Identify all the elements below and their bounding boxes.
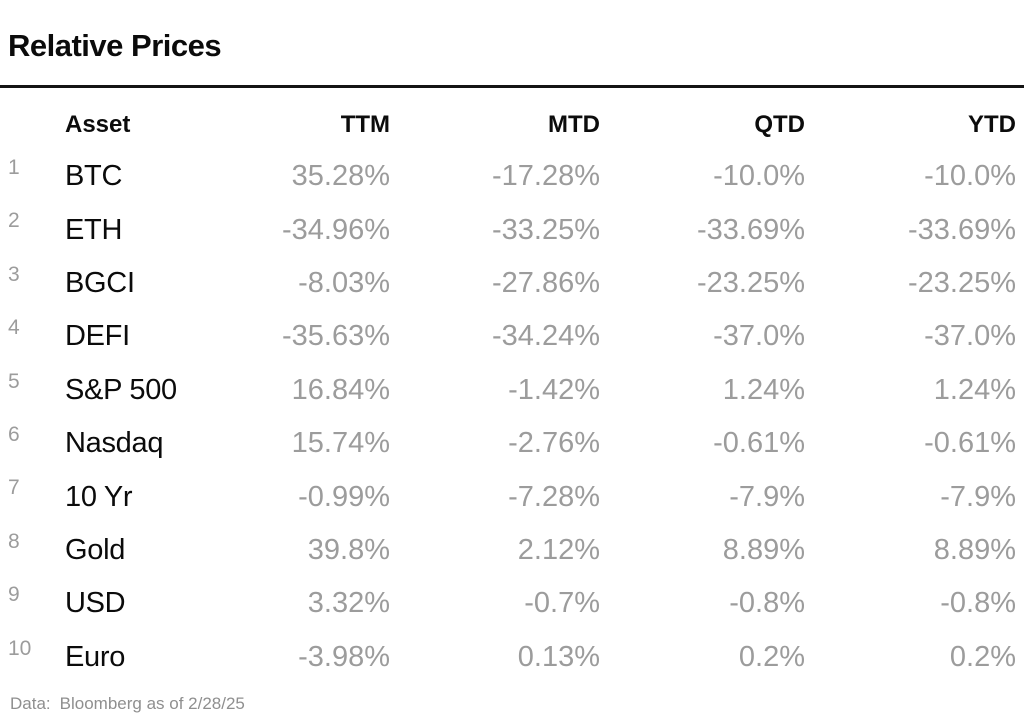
- asset-name: DEFI: [65, 320, 130, 353]
- ytd-value: 8.89%: [933, 533, 1016, 566]
- qtd-value: -7.9%: [729, 480, 805, 513]
- title-divider: [0, 85, 1024, 88]
- table-row: 4 DEFI -35.63% -34.24% -37.0% -37.0%: [8, 310, 1016, 363]
- ytd-value: -37.0%: [924, 320, 1016, 353]
- asset-name: Euro: [65, 640, 126, 673]
- ttm-value: -34.96%: [281, 213, 390, 246]
- ttm-value: 3.32%: [307, 587, 390, 620]
- mtd-value: -2.76%: [508, 427, 600, 460]
- asset-name: BTC: [65, 160, 123, 193]
- mtd-value: -0.7%: [524, 587, 600, 620]
- row-number: 9: [8, 583, 20, 607]
- asset-name: 10 Yr: [65, 480, 133, 513]
- ytd-value: 1.24%: [933, 373, 1016, 406]
- qtd-value: 1.24%: [722, 373, 805, 406]
- qtd-value: -33.69%: [696, 213, 805, 246]
- row-number: 1: [8, 156, 20, 179]
- table-row: 5 S&P 500 16.84% -1.42% 1.24% 1.24%: [8, 364, 1016, 417]
- table-row: 1 BTC 35.28% -17.28% -10.0% -10.0%: [8, 150, 1016, 203]
- mtd-value: -1.42%: [508, 373, 600, 406]
- ytd-value: -10.0%: [924, 160, 1016, 193]
- mtd-value: -7.28%: [508, 480, 600, 513]
- mtd-value: 2.12%: [517, 533, 600, 566]
- footer-note: Data: Bloomberg as of 2/28/25: [10, 694, 1024, 714]
- asset-name: Nasdaq: [65, 427, 164, 460]
- column-header-ttm: TTM: [340, 111, 390, 138]
- table-row: 3 BGCI -8.03% -27.86% -23.25% -23.25%: [8, 257, 1016, 310]
- data-source-text: Bloomberg as of 2/28/25: [59, 693, 245, 713]
- data-source-label: Data:: [10, 693, 51, 713]
- row-number: 5: [8, 369, 20, 393]
- ytd-value: -0.8%: [940, 587, 1016, 620]
- qtd-value: 0.2%: [738, 640, 805, 673]
- qtd-value: -0.61%: [713, 427, 805, 460]
- asset-name: ETH: [65, 213, 123, 246]
- qtd-value: -37.0%: [713, 320, 805, 353]
- asset-name: Gold: [65, 533, 126, 566]
- table-header-row: Asset TTM MTD QTD YTD: [8, 88, 1016, 150]
- column-header-ytd: YTD: [968, 111, 1016, 138]
- row-number: 4: [8, 316, 20, 340]
- qtd-value: 8.89%: [722, 533, 805, 566]
- ytd-value: -0.61%: [924, 427, 1016, 460]
- ytd-value: -33.69%: [907, 213, 1016, 246]
- mtd-value: -34.24%: [491, 320, 600, 353]
- column-header-qtd: QTD: [754, 111, 805, 138]
- table-row: 2 ETH -34.96% -33.25% -33.69% -33.69%: [8, 203, 1016, 256]
- ttm-value: 15.74%: [291, 427, 390, 460]
- table-row: 8 Gold 39.8% 2.12% 8.89% 8.89%: [8, 524, 1016, 577]
- table-row: 7 10 Yr -0.99% -7.28% -7.9% -7.9%: [8, 470, 1016, 523]
- row-number: 6: [8, 422, 20, 446]
- table-row: 6 Nasdaq 15.74% -2.76% -0.61% -0.61%: [8, 417, 1016, 470]
- row-number: 3: [8, 262, 20, 286]
- row-number: 7: [8, 476, 20, 500]
- ttm-value: -35.63%: [281, 320, 390, 353]
- mtd-value: -27.86%: [491, 266, 600, 299]
- column-header-mtd: MTD: [548, 111, 600, 138]
- row-number: 10: [8, 636, 32, 660]
- ttm-value: 35.28%: [291, 160, 390, 193]
- asset-name: BGCI: [65, 266, 135, 299]
- ytd-value: 0.2%: [949, 640, 1016, 673]
- qtd-value: -10.0%: [713, 160, 805, 193]
- row-number: 8: [8, 529, 20, 553]
- relative-prices-table: Asset TTM MTD QTD YTD 1 BTC 35.28% -17.2…: [0, 88, 1024, 684]
- column-header-asset: Asset: [65, 111, 131, 138]
- ttm-value: 39.8%: [307, 533, 390, 566]
- ttm-value: -0.99%: [298, 480, 390, 513]
- ttm-value: -8.03%: [298, 266, 390, 299]
- mtd-value: -17.28%: [491, 160, 600, 193]
- qtd-value: -0.8%: [729, 587, 805, 620]
- ttm-value: 16.84%: [291, 373, 390, 406]
- table-row: 9 USD 3.32% -0.7% -0.8% -0.8%: [8, 577, 1016, 630]
- mtd-value: -33.25%: [491, 213, 600, 246]
- mtd-value: 0.13%: [517, 640, 600, 673]
- ttm-value: -3.98%: [298, 640, 390, 673]
- ytd-value: -7.9%: [940, 480, 1016, 513]
- row-number: 2: [8, 209, 20, 233]
- asset-name: USD: [65, 587, 126, 620]
- ytd-value: -23.25%: [907, 266, 1016, 299]
- asset-name: S&P 500: [65, 373, 177, 406]
- table-row: 10 Euro -3.98% 0.13% 0.2% 0.2%: [8, 631, 1016, 684]
- qtd-value: -23.25%: [696, 266, 805, 299]
- page-title: Relative Prices: [8, 28, 222, 63]
